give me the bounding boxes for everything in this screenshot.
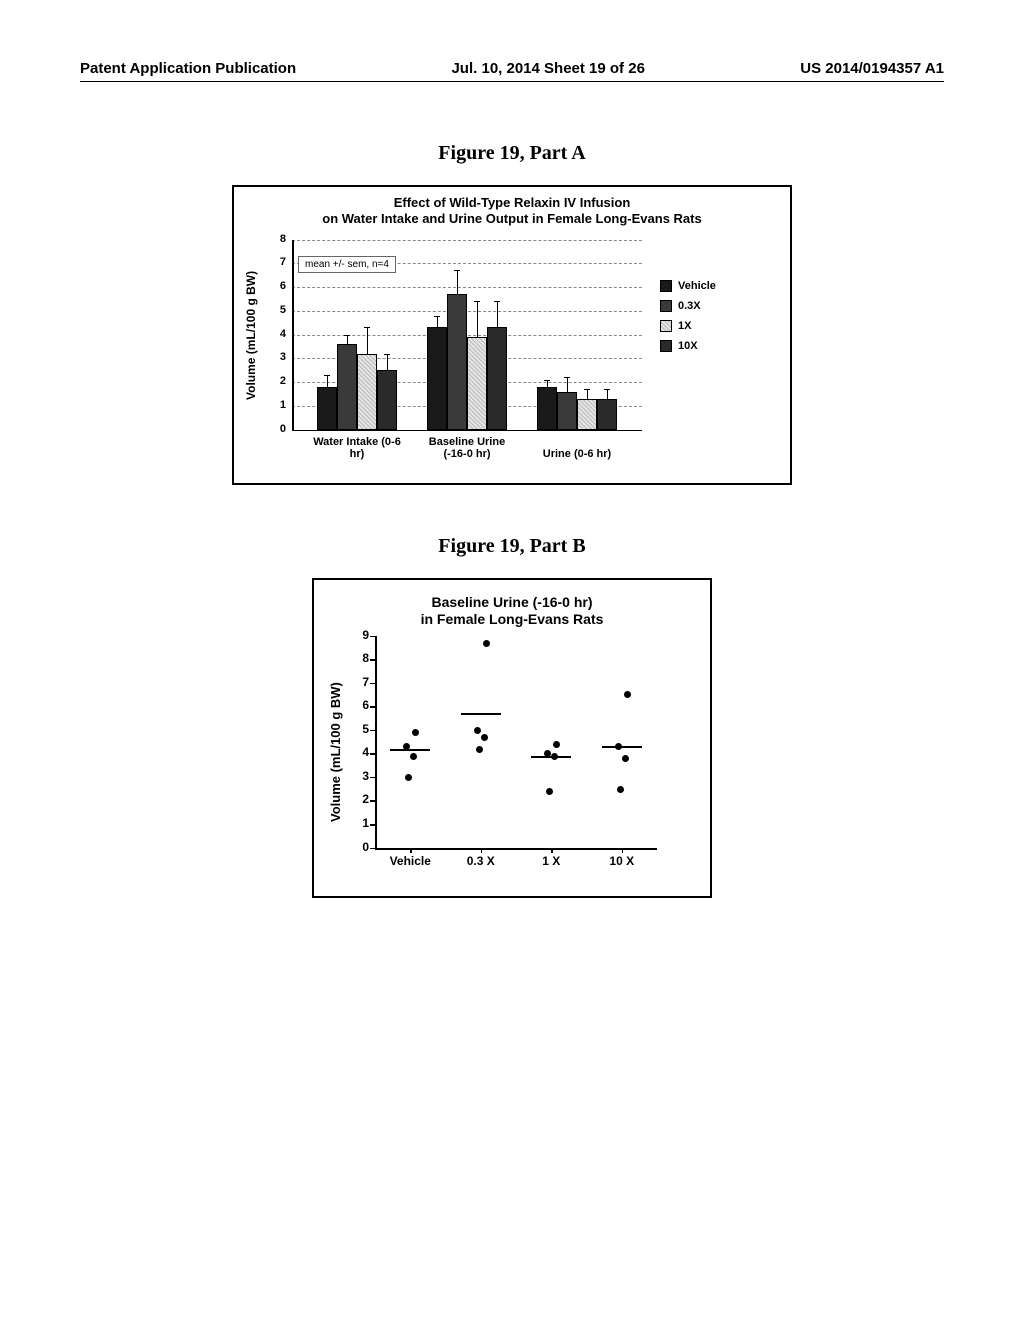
chart-a-gridline bbox=[292, 311, 642, 312]
chart-b-ylabel: Volume (mL/100 g BW) bbox=[328, 642, 343, 862]
chart-b-point bbox=[474, 727, 481, 734]
header-right: US 2014/0194357 A1 bbox=[800, 60, 944, 77]
chart-b-category-label: 1 X bbox=[526, 854, 576, 868]
chart-a-bar bbox=[537, 387, 557, 430]
chart-a-legend-item: 10X bbox=[660, 340, 716, 352]
figure-b-label: Figure 19, Part B bbox=[80, 535, 944, 558]
chart-a-ytick: 8 bbox=[262, 233, 286, 245]
chart-a-note: mean +/- sem, n=4 bbox=[298, 256, 396, 273]
chart-b-point bbox=[481, 734, 488, 741]
chart-b-median bbox=[602, 746, 642, 748]
chart-b-category-label: 0.3 X bbox=[456, 854, 506, 868]
chart-a-ylabel: Volume (mL/100 g BW) bbox=[244, 235, 258, 435]
chart-b-ytick: 3 bbox=[351, 769, 369, 783]
chart-a-legend-item: 0.3X bbox=[660, 300, 716, 312]
chart-b-ytick: 9 bbox=[351, 628, 369, 642]
chart-a-bar bbox=[557, 392, 577, 430]
chart-b-point bbox=[405, 774, 412, 781]
chart-a-bar bbox=[377, 370, 397, 429]
chart-a-bar bbox=[317, 387, 337, 430]
page-header: Patent Application Publication Jul. 10, … bbox=[80, 60, 944, 82]
chart-a-bar bbox=[597, 399, 617, 430]
chart-a-ytick: 3 bbox=[262, 351, 286, 363]
chart-b-point bbox=[410, 753, 417, 760]
chart-b-point bbox=[412, 729, 419, 736]
chart-b-ytick: 8 bbox=[351, 651, 369, 665]
chart-b-category-label: Vehicle bbox=[385, 854, 435, 868]
chart-a-gridline bbox=[292, 240, 642, 241]
chart-a-bar bbox=[447, 294, 467, 429]
chart-a-category-label: Water Intake (0-6 hr) bbox=[307, 436, 407, 460]
chart-b-container: Baseline Urine (-16-0 hr) in Female Long… bbox=[312, 578, 712, 898]
chart-a-container: Effect of Wild-Type Relaxin IV Infusion … bbox=[232, 185, 792, 485]
chart-a-ytick: 1 bbox=[262, 399, 286, 411]
chart-a-gridline bbox=[292, 287, 642, 288]
chart-b-category-label: 10 X bbox=[597, 854, 647, 868]
chart-b-ytick: 5 bbox=[351, 722, 369, 736]
chart-b: Baseline Urine (-16-0 hr) in Female Long… bbox=[312, 578, 712, 898]
chart-a-legend-item: 1X bbox=[660, 320, 716, 332]
chart-b-point bbox=[624, 691, 631, 698]
page: Patent Application Publication Jul. 10, … bbox=[0, 0, 1024, 1320]
chart-a-bar bbox=[577, 399, 597, 430]
chart-a-title-l2: on Water Intake and Urine Output in Fema… bbox=[322, 211, 701, 226]
chart-a-bar bbox=[427, 327, 447, 429]
figure-a-label: Figure 19, Part A bbox=[80, 142, 944, 165]
chart-a-category-label: Urine (0-6 hr) bbox=[527, 448, 627, 460]
chart-a-ytick: 4 bbox=[262, 328, 286, 340]
chart-b-point bbox=[483, 640, 490, 647]
chart-b-median bbox=[531, 756, 571, 758]
chart-a-bar bbox=[487, 327, 507, 429]
chart-a-ytick: 6 bbox=[262, 280, 286, 292]
header-center: Jul. 10, 2014 Sheet 19 of 26 bbox=[451, 60, 644, 77]
chart-b-point bbox=[546, 788, 553, 795]
chart-a-plot: 012345678Water Intake (0-6 hr)Baseline U… bbox=[262, 230, 642, 440]
chart-a-ytick: 7 bbox=[262, 256, 286, 268]
chart-a-ytick: 2 bbox=[262, 375, 286, 387]
chart-a: Effect of Wild-Type Relaxin IV Infusion … bbox=[232, 185, 792, 485]
chart-b-title-l1: Baseline Urine (-16-0 hr) bbox=[431, 594, 592, 610]
chart-b-point bbox=[476, 746, 483, 753]
chart-a-title-l1: Effect of Wild-Type Relaxin IV Infusion bbox=[394, 195, 631, 210]
chart-a-category-label: Baseline Urine (-16-0 hr) bbox=[417, 436, 517, 460]
chart-b-median bbox=[390, 749, 430, 751]
chart-a-legend: Vehicle 0.3X 1X 10X bbox=[660, 280, 716, 360]
chart-b-ytick: 0 bbox=[351, 840, 369, 854]
chart-b-ytick: 6 bbox=[351, 698, 369, 712]
chart-a-title: Effect of Wild-Type Relaxin IV Infusion … bbox=[244, 195, 780, 228]
chart-b-ytick: 4 bbox=[351, 745, 369, 759]
chart-b-ytick: 1 bbox=[351, 816, 369, 830]
chart-a-legend-item: Vehicle bbox=[660, 280, 716, 292]
chart-b-ytick: 2 bbox=[351, 792, 369, 806]
chart-b-ytick: 7 bbox=[351, 675, 369, 689]
chart-a-bar bbox=[357, 354, 377, 430]
chart-b-plot: 0123456789Vehicle0.3 X1 X10 X bbox=[347, 632, 667, 872]
header-left: Patent Application Publication bbox=[80, 60, 296, 77]
chart-a-ytick: 0 bbox=[262, 423, 286, 435]
chart-b-median bbox=[461, 713, 501, 715]
chart-b-title-l2: in Female Long-Evans Rats bbox=[421, 611, 604, 627]
chart-b-point bbox=[622, 755, 629, 762]
chart-b-title: Baseline Urine (-16-0 hr) in Female Long… bbox=[328, 594, 696, 628]
chart-b-point bbox=[617, 786, 624, 793]
chart-b-point bbox=[553, 741, 560, 748]
chart-a-ytick: 5 bbox=[262, 304, 286, 316]
chart-a-bar bbox=[467, 337, 487, 430]
chart-a-bar bbox=[337, 344, 357, 430]
